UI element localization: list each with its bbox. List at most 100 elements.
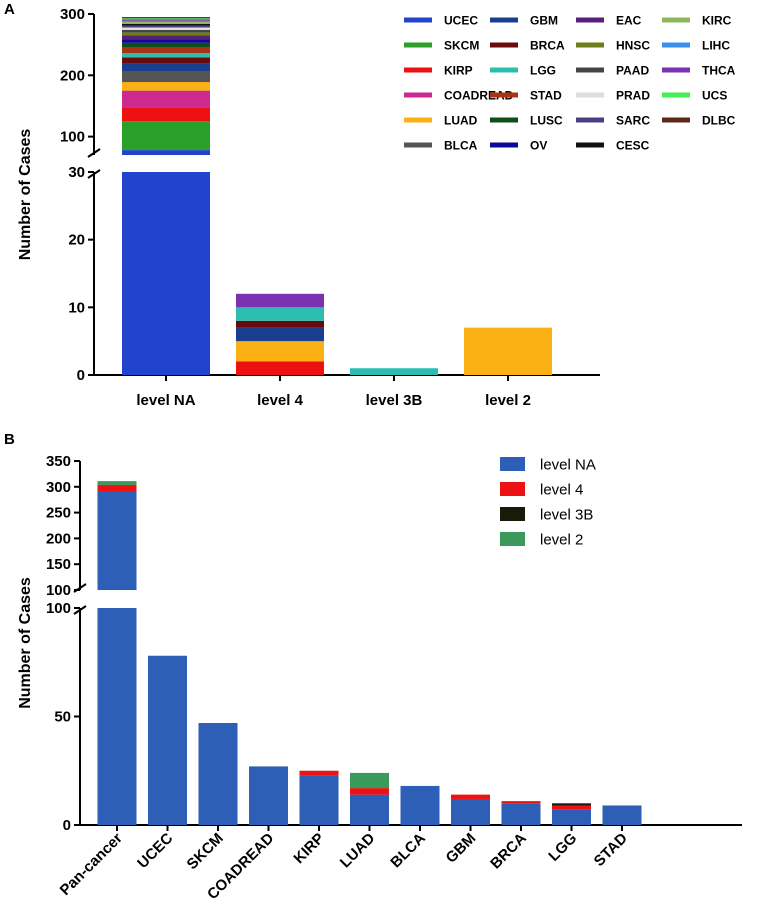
- legend-swatch-stad: [490, 92, 518, 98]
- bar-lgg-level-na: [552, 809, 591, 825]
- bar-pan-cancer-level-3b-upper: [97, 484, 137, 486]
- x-tick-label: LUAD: [337, 830, 379, 872]
- x-tick-label: Pan-cancer: [57, 830, 126, 899]
- legend-label-coadread: COADREAD: [444, 88, 514, 102]
- legend-swatch-level-na: [500, 457, 525, 471]
- bar-level-na-stad-upper: [122, 47, 210, 54]
- legend-label-kirp: KIRP: [444, 63, 473, 77]
- legend-swatch-hnsc: [576, 42, 604, 48]
- bar-level-na-cesc-upper: [122, 23, 210, 26]
- bar-level-4-lgg: [236, 307, 324, 321]
- legend-swatch-gbm: [490, 17, 518, 23]
- bar-level-na-kirp-upper: [122, 107, 210, 122]
- y-tick-label: 0: [63, 817, 71, 834]
- legend-label-cesc: CESC: [616, 138, 650, 152]
- legend-label-blca: BLCA: [444, 138, 478, 152]
- bar-level-na-ov-upper: [122, 39, 210, 43]
- legend-swatch-ov: [490, 142, 518, 148]
- legend-label-prad: PRAD: [616, 88, 650, 102]
- bar-gbm-level-na: [451, 798, 490, 825]
- legend-swatch-eac: [576, 17, 604, 23]
- legend-label-thca: THCA: [702, 63, 736, 77]
- bar-level-na-luad-upper: [122, 82, 210, 91]
- legend-label-lihc: LIHC: [702, 38, 730, 52]
- bar-level-na-ucec-upper: [122, 150, 210, 155]
- bar-level-4-luad: [236, 341, 324, 362]
- legend-swatch-skcm: [404, 42, 432, 48]
- y-tick-label: 250: [46, 505, 71, 522]
- x-tick-label: STAD: [591, 830, 631, 870]
- x-tick-label: UCEC: [134, 830, 176, 872]
- bar-pan-cancer-level-2-upper: [97, 481, 137, 485]
- legend-label-level-na: level NA: [540, 456, 596, 473]
- y-tick-label: 150: [46, 556, 71, 573]
- legend-label-skcm: SKCM: [444, 38, 479, 52]
- legend-label-stad: STAD: [530, 88, 562, 102]
- bar-brca-level-na: [501, 803, 541, 825]
- bar-brca-level-4: [501, 801, 541, 804]
- y-tick-label: 10: [68, 299, 85, 316]
- bar-kirp-level-na: [299, 775, 339, 825]
- legend-swatch-level-4: [500, 482, 525, 496]
- bar-pan-cancer-level-na: [97, 608, 137, 825]
- bar-level-na-dlbc-upper: [122, 17, 210, 19]
- legend-label-ucec: UCEC: [444, 13, 478, 27]
- x-tick-label: level 4: [257, 392, 304, 409]
- legend-label-paad: PAAD: [616, 63, 649, 77]
- x-tick-label: level 3B: [366, 392, 423, 409]
- bar-level-3b-lgg: [350, 368, 438, 375]
- legend-swatch-blca: [404, 142, 432, 148]
- legend-swatch-ucs: [662, 92, 690, 98]
- bar-level-4-kirp: [236, 361, 324, 375]
- bar-level-2-luad: [464, 327, 552, 375]
- legend-swatch-ucec: [404, 17, 432, 23]
- y-tick-label: 100: [60, 129, 85, 146]
- y-tick-label: 30: [68, 164, 85, 181]
- bar-skcm-level-na: [198, 723, 238, 825]
- legend-label-lgg: LGG: [530, 63, 556, 77]
- bar-level-na-prad-upper: [122, 27, 210, 30]
- y-tick-label: 300: [60, 6, 85, 23]
- bar-level-na-brca-upper: [122, 57, 210, 64]
- legend-label-sarc: SARC: [616, 113, 650, 127]
- legend-swatch-paad: [576, 67, 604, 73]
- bar-level-4-brca: [236, 320, 324, 328]
- bar-kirp-level-4: [299, 770, 339, 776]
- legend-swatch-sarc: [576, 117, 604, 123]
- y-tick-label: 20: [68, 232, 85, 249]
- y-tick-label: 300: [46, 479, 71, 496]
- legend-swatch-cesc: [576, 142, 604, 148]
- y-tick-label: 50: [54, 709, 71, 726]
- bar-luad-level-4: [350, 788, 389, 795]
- bar-level-na-coadread-upper: [122, 90, 210, 108]
- x-tick-label: KIRP: [290, 830, 327, 867]
- x-tick-label: BRCA: [487, 830, 530, 873]
- legend-label-luad: LUAD: [444, 113, 478, 127]
- legend-label-hnsc: HNSC: [616, 38, 650, 52]
- bar-lgg-level-4: [552, 805, 591, 810]
- bar-level-na-ucs-upper: [122, 18, 210, 20]
- y-tick-label: 200: [60, 67, 85, 84]
- legend-label-level-4: level 4: [540, 481, 583, 498]
- legend-label-level-2: level 2: [540, 531, 583, 548]
- bar-blca-level-na: [400, 785, 440, 825]
- chart-b: 100 150 200 250 300 350 0 50 100 Number of Cases P…: [17, 453, 742, 903]
- panel-label-b: B: [4, 431, 15, 448]
- bar-level-na-lusc-upper: [122, 42, 210, 48]
- bar-lgg-level-3b: [552, 803, 591, 806]
- bar-level-na-hnsc-upper: [122, 32, 210, 36]
- bar-pan-cancer-level-na-upper: [97, 491, 137, 590]
- bar-luad-level-na: [350, 794, 389, 825]
- bar-level-na-kirc-upper: [122, 21, 210, 24]
- legend-swatch-lusc: [490, 117, 518, 123]
- legend-swatch-prad: [576, 92, 604, 98]
- x-tick-label: SKCM: [184, 830, 227, 873]
- bar-ucec-level-na: [148, 655, 187, 825]
- legend-label-dlbc: DLBC: [702, 113, 736, 127]
- x-tick-label: GBM: [443, 830, 480, 867]
- axis-break-mark: [87, 148, 101, 158]
- bar-level-na-skcm-upper: [122, 121, 210, 151]
- y-axis-title: Number of Cases: [17, 129, 34, 261]
- bar-level-na-paad-upper: [122, 29, 210, 33]
- legend-swatch-coadread: [404, 92, 432, 98]
